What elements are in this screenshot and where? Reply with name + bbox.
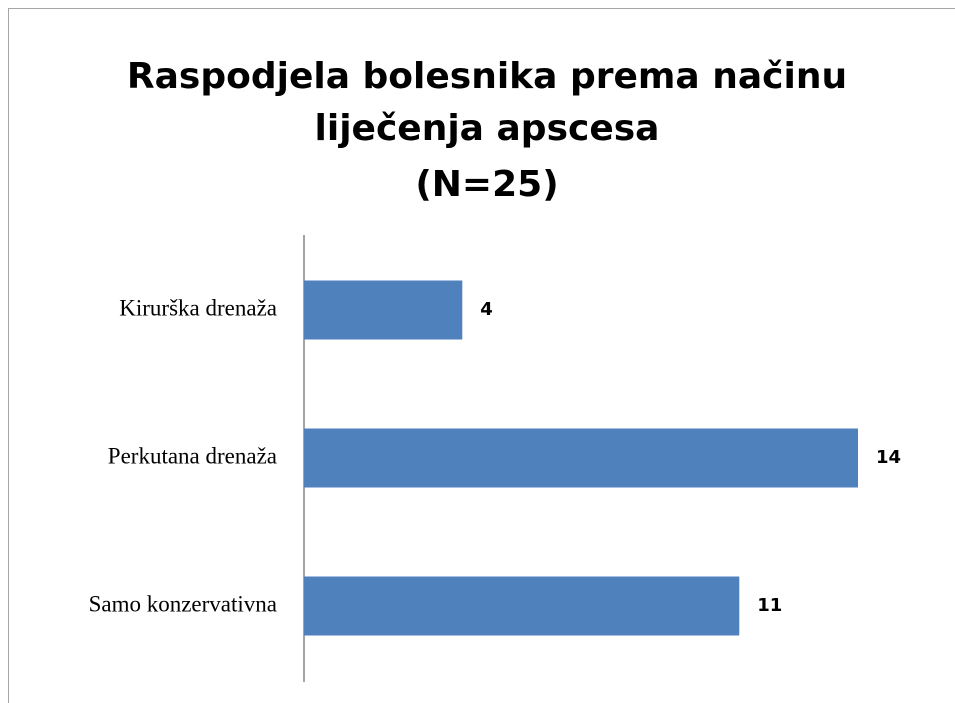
y-tick-label: Samo konzervativna (89, 591, 277, 616)
data-label: 14 (876, 447, 901, 468)
chart-title: (N=25) (415, 164, 558, 205)
bar (304, 576, 740, 636)
chart-title: liječenja apscesa (315, 108, 660, 149)
chart-title: Raspodjela bolesnika prema načinu (127, 56, 847, 97)
bar (304, 428, 858, 488)
chart-frame (8, 8, 955, 703)
data-label: 11 (757, 595, 782, 616)
y-tick-label: Kirurška drenaža (119, 295, 277, 320)
bar (304, 280, 463, 340)
data-label: 4 (480, 299, 493, 320)
y-tick-label: Perkutana drenaža (108, 443, 277, 468)
